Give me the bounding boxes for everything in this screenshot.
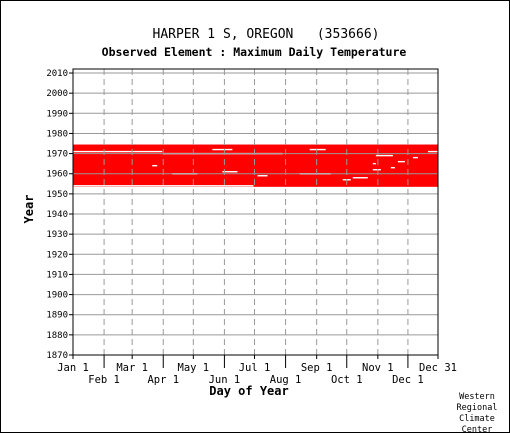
x-tick-label: May 1 bbox=[178, 362, 210, 374]
credit-line: Climate bbox=[459, 414, 495, 424]
y-tick-label: 1940 bbox=[46, 210, 68, 220]
y-tick-label: 1870 bbox=[46, 351, 68, 361]
missing-data-gap bbox=[427, 150, 438, 153]
x-tick-label: Dec 31 bbox=[419, 362, 457, 374]
missing-data-gap bbox=[73, 150, 163, 153]
x-tick-label: Jul 1 bbox=[239, 362, 271, 374]
y-axis-label: Year bbox=[22, 195, 36, 224]
y-tick-label: 1900 bbox=[46, 291, 68, 301]
y-tick-label: 1980 bbox=[46, 129, 68, 139]
missing-data-gap bbox=[375, 154, 393, 157]
y-tick-label: 1890 bbox=[46, 311, 68, 321]
missing-data-gap bbox=[412, 156, 418, 159]
y-tick-label: 1970 bbox=[46, 150, 68, 160]
y-tick-label: 1880 bbox=[46, 331, 68, 341]
missing-data-gap bbox=[372, 162, 376, 165]
y-tick-label: 1930 bbox=[46, 230, 68, 240]
x-axis-label: Day of Year bbox=[209, 384, 288, 398]
x-tick-label: Apr 1 bbox=[147, 374, 179, 386]
chart-title: HARPER 1 S, OREGON (353666) bbox=[153, 27, 380, 42]
y-tick-label: 2000 bbox=[46, 89, 68, 99]
missing-data-gap bbox=[372, 168, 381, 171]
missing-data-gap bbox=[73, 185, 254, 187]
x-tick-label: Feb 1 bbox=[88, 374, 120, 386]
credit-block: Western Regional Climate Center bbox=[457, 392, 498, 434]
y-tick-label: 2010 bbox=[46, 69, 68, 79]
missing-data-gap bbox=[309, 148, 326, 151]
credit-line: Regional bbox=[457, 403, 498, 413]
x-tick-label: Nov 1 bbox=[362, 362, 394, 374]
y-tick-label: 1960 bbox=[46, 170, 68, 180]
plot-border bbox=[72, 68, 439, 356]
y-tick-label: 1990 bbox=[46, 109, 68, 119]
y-tick-label: 1950 bbox=[46, 190, 68, 200]
missing-data-gap bbox=[222, 171, 238, 173]
plot-area: 1870 1880 1890 1900 1910 1920 1930 1940 1950 1960… bbox=[46, 68, 457, 386]
x-tick-label: Sep 1 bbox=[301, 362, 333, 374]
missing-data-gap bbox=[352, 177, 368, 179]
x-tick-label: Mar 1 bbox=[116, 362, 148, 374]
missing-data-gap bbox=[257, 175, 268, 177]
missing-data-gap bbox=[152, 164, 158, 167]
y-tick-label: 1910 bbox=[46, 270, 68, 280]
missing-data-gap bbox=[212, 148, 233, 151]
x-tick-label: Dec 1 bbox=[392, 374, 424, 386]
x-tick-label: Jan 1 bbox=[57, 362, 89, 374]
y-tick-label: 1920 bbox=[46, 250, 68, 260]
x-tick-label: Jun 1 bbox=[209, 374, 241, 386]
credit-line: Western bbox=[459, 392, 495, 402]
credit-line: Center bbox=[462, 425, 493, 434]
x-tick-label: Aug 1 bbox=[270, 374, 302, 386]
chart-subtitle: Observed Element : Maximum Daily Tempera… bbox=[102, 45, 407, 59]
missing-data-gap bbox=[397, 160, 405, 163]
x-tick-label: Oct 1 bbox=[331, 374, 363, 386]
missing-data-gap bbox=[390, 166, 395, 169]
